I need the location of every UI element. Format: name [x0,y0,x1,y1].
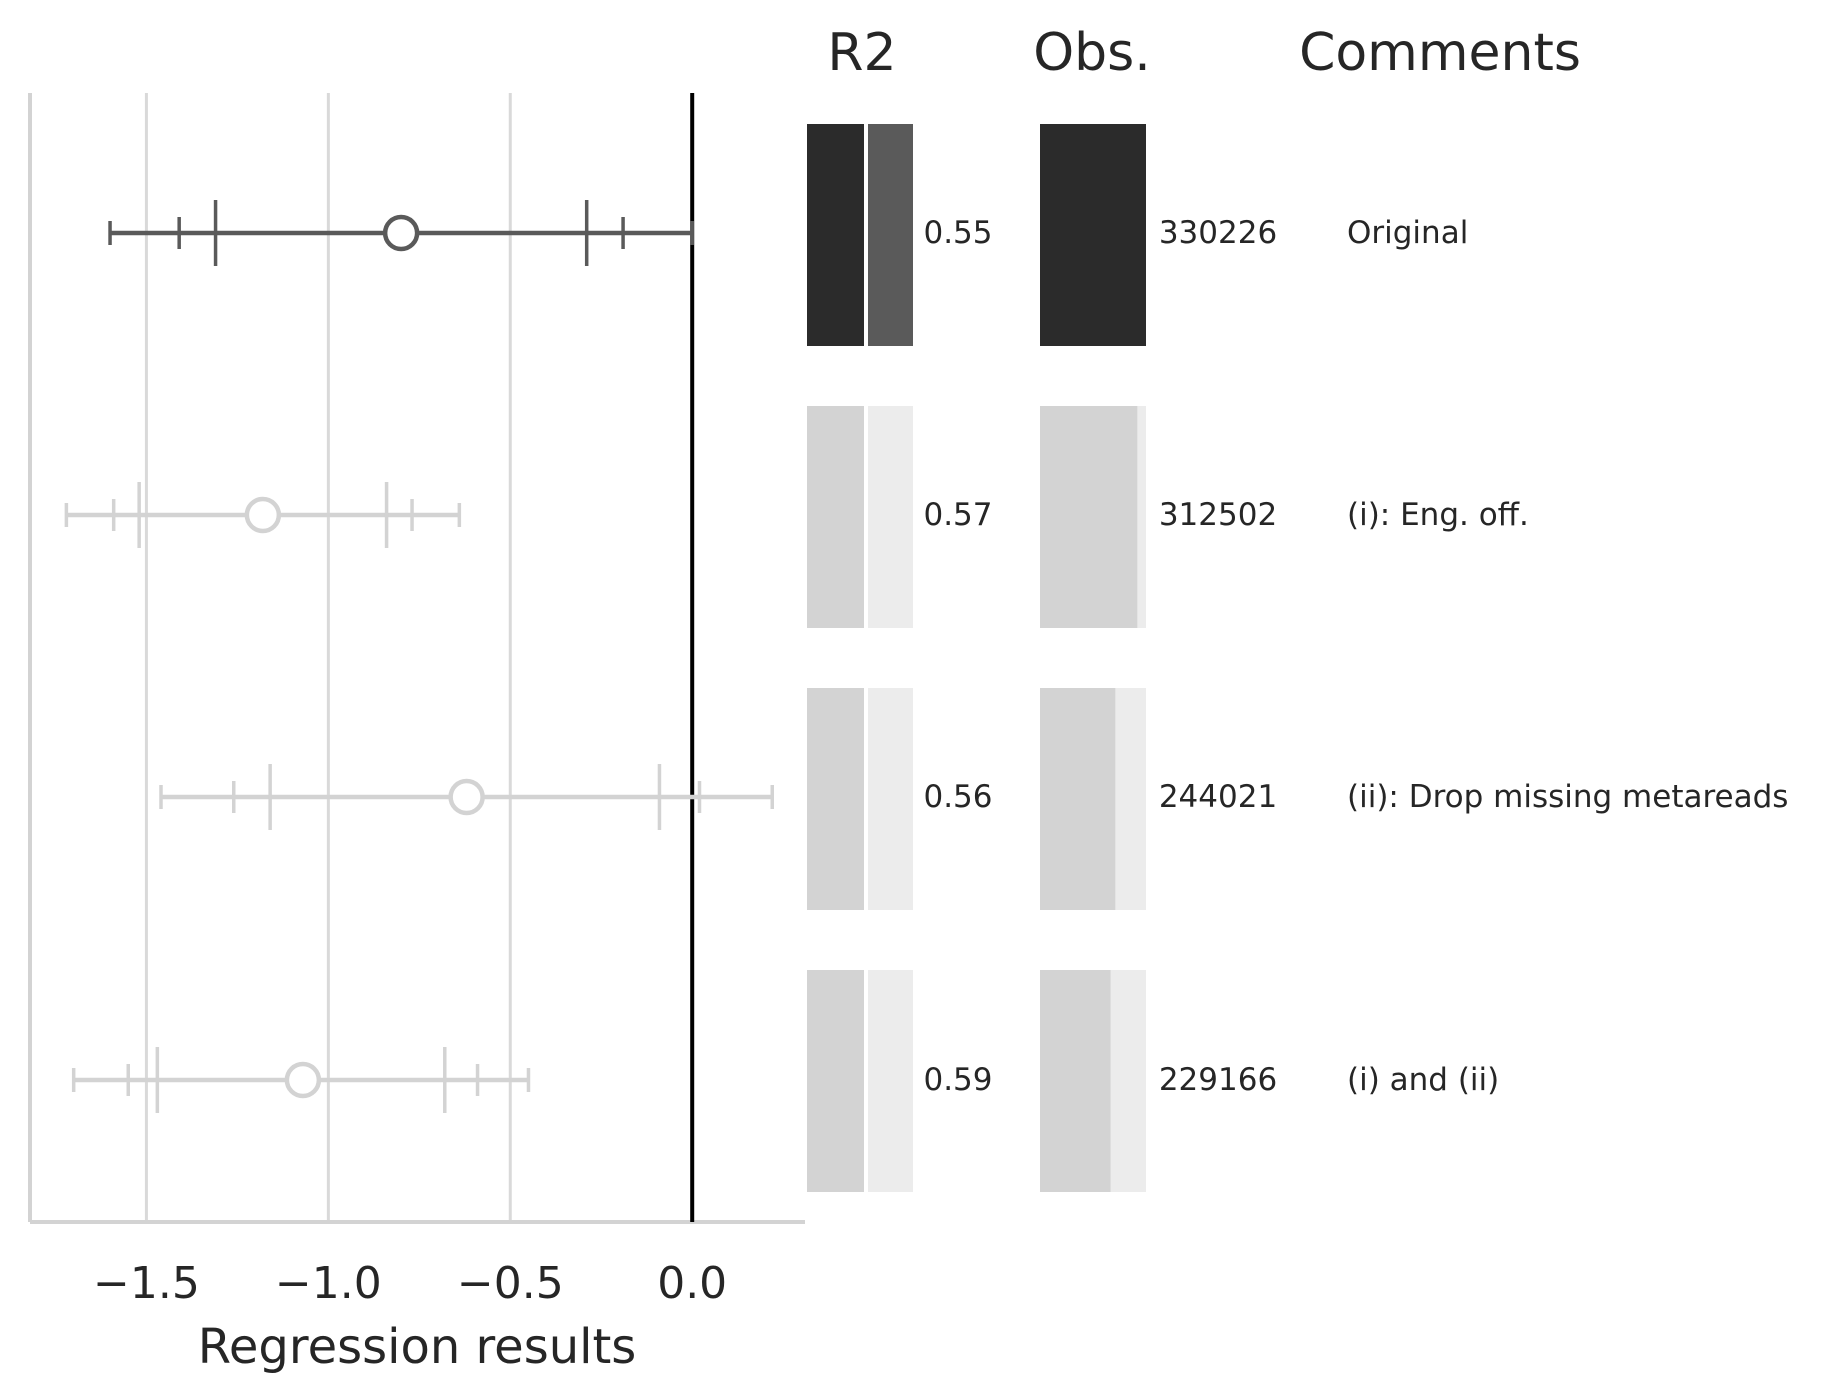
estimate-row [108,200,694,266]
r2-value: 0.56 [923,779,992,815]
obs-value: 330226 [1159,215,1277,251]
r2-bar-group: 0.55 [807,124,993,346]
x-axis-label: Regression results [198,1319,637,1375]
obs-bar [1040,124,1146,346]
estimate-row [64,482,462,548]
r2-column-header: R2 [827,23,896,83]
comment-text: (i): Eng. off. [1347,497,1529,533]
x-tick-label: −1.0 [275,1258,382,1309]
point-estimate [284,1061,322,1099]
x-tick-label: −1.5 [93,1258,200,1309]
r2-value: 0.57 [923,497,992,533]
x-tick-labels: −1.5 −1.0 −0.5 0.0 [93,1258,727,1309]
obs-bar-group: 229166 [1040,970,1277,1192]
r2-bar [807,406,864,628]
comment-text: (ii): Drop missing metareads [1347,779,1788,815]
r2-bar [807,970,864,1192]
comments-column: Original (i): Eng. off. (ii): Drop missing… [1347,215,1788,1098]
r2-bar-group: 0.56 [807,688,993,910]
obs-column-header: Obs. [1033,23,1151,83]
estimate-rows [64,200,775,1113]
r2-bar [807,688,864,910]
obs-bar-group: 312502 [1040,406,1277,628]
r2-bar-secondary [868,124,913,346]
obs-value: 312502 [1159,497,1277,533]
r2-value: 0.59 [923,1062,992,1098]
r2-bar-group: 0.59 [807,970,993,1192]
obs-bar [1040,970,1111,1192]
r2-bar-group: 0.57 [807,406,993,628]
comment-text: (i) and (ii) [1347,1062,1499,1098]
r2-column: 0.55 0.57 0.56 0.59 [807,124,993,1192]
grid-lines [144,93,512,1222]
obs-value: 229166 [1159,1062,1277,1098]
r2-bar-background [868,406,913,628]
estimate-row [159,764,775,830]
obs-bar-group: 330226 [1040,124,1277,346]
obs-bar-group: 244021 [1040,688,1277,910]
point-estimate [244,496,282,534]
obs-bar [1040,688,1116,910]
axis-spines [28,93,805,1224]
r2-bar [807,124,864,346]
x-tick-label: 0.0 [657,1258,727,1309]
estimate-row [71,1047,531,1113]
point-estimate [448,778,485,816]
x-tick-label: −0.5 [457,1258,564,1309]
point-estimate [382,214,420,252]
comment-text: Original [1347,215,1468,251]
obs-value: 244021 [1159,779,1277,815]
r2-bar-background [868,970,913,1192]
r2-bar-background [868,688,913,910]
r2-value: 0.55 [923,215,992,251]
obs-column: 330226 312502 244021 229166 [1040,124,1277,1192]
obs-bar [1040,406,1138,628]
comments-column-header: Comments [1299,23,1581,83]
